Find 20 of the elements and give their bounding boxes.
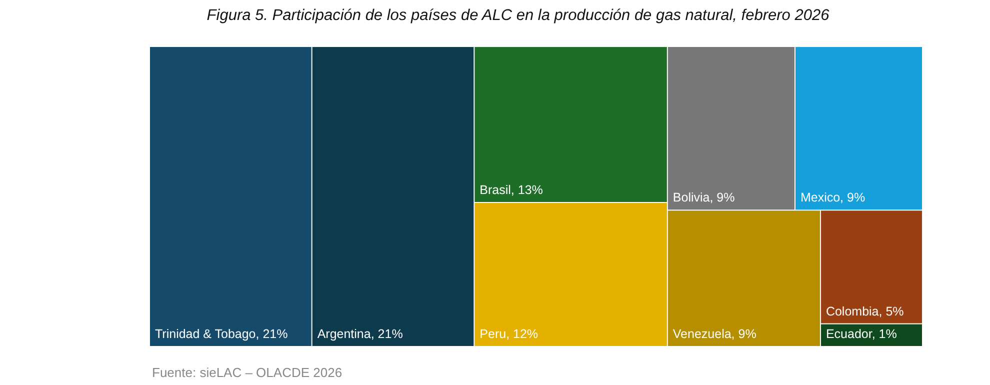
data-label: , 13% bbox=[510, 183, 543, 197]
category-label: Bolivia bbox=[672, 190, 710, 205]
category-label: Trinidad & Tobago bbox=[155, 327, 256, 341]
data-label: , 21% bbox=[256, 327, 288, 341]
data-label: , 12% bbox=[506, 327, 538, 341]
category-label: Colombia bbox=[826, 304, 879, 318]
data-label: , 5% bbox=[878, 304, 904, 318]
category-label: Venezuela bbox=[672, 327, 732, 341]
source-note: Fuente: sieLAC – OLACDE 2026 bbox=[152, 365, 342, 380]
data-label: , 1% bbox=[872, 327, 897, 341]
data-label: , 21% bbox=[370, 327, 403, 341]
category-label: Peru bbox=[480, 327, 506, 341]
category-label: Argentina bbox=[317, 327, 371, 341]
data-label: , 9% bbox=[710, 190, 735, 205]
data-label: , 9% bbox=[731, 327, 756, 341]
category-label: Ecuador bbox=[826, 327, 872, 341]
category-label: Brasil bbox=[480, 183, 511, 197]
data-label: , 9% bbox=[840, 190, 866, 205]
text: Figura 5. Participación de los países de ALC en la producción de gas natural, febrero 2026 bbox=[206, 7, 830, 24]
category-label: Mexico bbox=[800, 190, 840, 205]
